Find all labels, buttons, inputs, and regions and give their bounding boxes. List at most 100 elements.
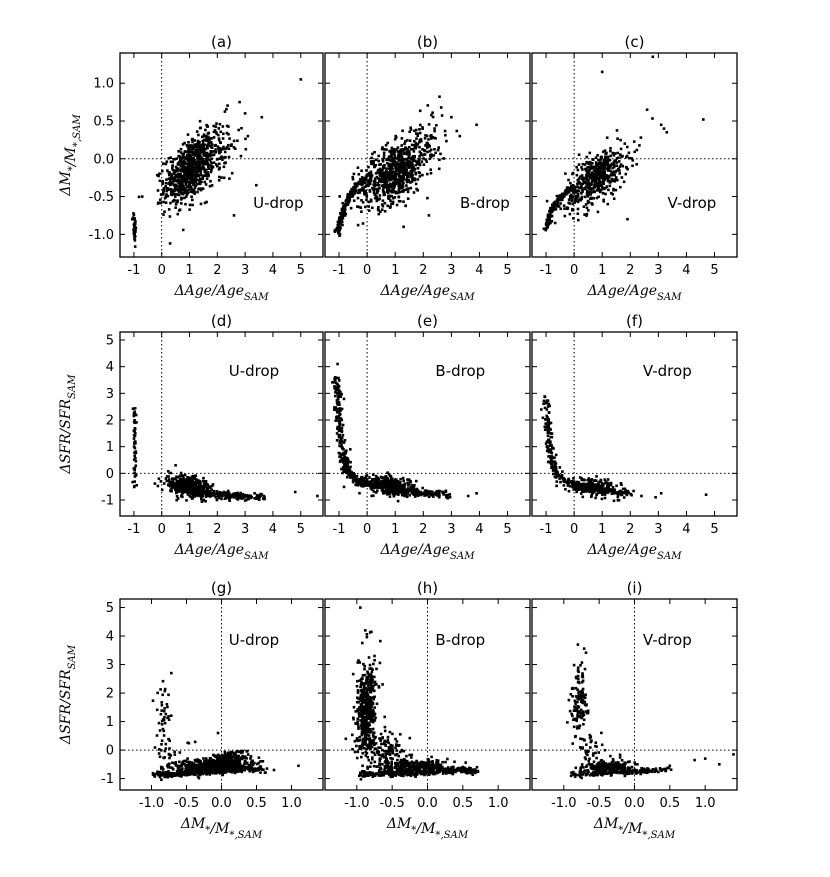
scatter-point (413, 146, 417, 150)
scatter-point (386, 174, 390, 177)
scatter-point (438, 489, 441, 493)
scatter-point (181, 474, 184, 478)
scatter-point (236, 491, 239, 495)
scatter-point (202, 161, 206, 164)
scatter-point (188, 208, 191, 211)
scatter-point (576, 200, 580, 204)
scatter-point (201, 147, 205, 150)
scatter-point (401, 476, 405, 480)
scatter-point (369, 172, 373, 175)
scatter-point (580, 166, 583, 169)
scatter-point (351, 480, 355, 484)
scatter-point (581, 176, 585, 180)
scatter-point (220, 176, 223, 179)
scatter-point (402, 151, 406, 155)
scatter-point (171, 485, 174, 488)
scatter-point (609, 147, 612, 150)
scatter-point (569, 196, 572, 199)
scatter-point (242, 494, 246, 498)
scatter-point (200, 143, 204, 147)
scatter-point (550, 464, 554, 467)
scatter-point (190, 189, 194, 193)
scatter-point (131, 407, 135, 410)
x-tick-label: 3 (447, 263, 455, 278)
scatter-point (167, 478, 171, 481)
scatter-point (361, 177, 365, 180)
scatter-point (391, 202, 395, 205)
scatter-point (602, 167, 606, 171)
scatter-point (577, 198, 581, 201)
scatter-point (583, 213, 586, 216)
scatter-point (412, 191, 416, 194)
y-tick-label: -0.5 (89, 190, 114, 205)
scatter-point (466, 494, 470, 498)
scatter-point (171, 181, 174, 184)
x-tick-label: 0 (363, 263, 371, 278)
scatter-point (390, 202, 393, 205)
scatter-point (398, 484, 402, 487)
y-axis-label: ΔM*/M*,SAM (58, 114, 83, 197)
scatter-point (381, 159, 385, 163)
scatter-point (559, 207, 562, 211)
x-axis-label: ΔAge/AgeSAM (173, 542, 269, 562)
scatter-point (373, 184, 376, 188)
scatter-point (159, 480, 163, 483)
scatter-point (191, 147, 195, 151)
scatter-point (133, 220, 137, 224)
scatter-point (217, 147, 220, 150)
scatter-point (157, 174, 160, 178)
scatter-point (133, 480, 136, 483)
scatter-point (190, 146, 194, 149)
scatter-point (206, 165, 210, 168)
scatter-point (162, 213, 165, 216)
scatter-point (213, 129, 217, 132)
scatter-point (546, 217, 550, 220)
drop-label: B-drop (435, 362, 485, 380)
scatter-point (367, 171, 371, 175)
scatter-point (335, 439, 339, 442)
scatter-point (568, 485, 572, 488)
scatter-point (665, 131, 669, 134)
scatter-point (403, 168, 407, 171)
scatter-point (216, 157, 219, 161)
scatter-point (224, 155, 227, 159)
scatter-point (202, 498, 206, 502)
scatter-point (342, 456, 345, 460)
scatter-point (182, 159, 186, 162)
scatter-point (394, 482, 397, 486)
scatter-point (609, 483, 613, 487)
scatter-point (181, 192, 184, 196)
x-tick-label: -1 (333, 522, 346, 537)
scatter-point (199, 495, 203, 498)
scatter-point (397, 159, 400, 162)
scatter-point (195, 130, 199, 133)
scatter-point (201, 139, 205, 143)
scatter-point (427, 491, 431, 495)
scatter-point (207, 142, 210, 146)
scatter-point (188, 170, 192, 174)
x-tick-label: 0 (363, 522, 371, 537)
scatter-point (198, 140, 201, 144)
scatter-point (364, 181, 367, 185)
scatter-point (396, 486, 399, 489)
scatter-point (395, 492, 398, 496)
scatter-point (410, 148, 413, 151)
scatter-point (169, 482, 173, 485)
scatter-point (338, 393, 342, 397)
scatter-point (548, 215, 551, 219)
scatter-point (374, 196, 377, 200)
scatter-point (170, 193, 174, 197)
scatter-point (411, 147, 415, 151)
scatter-point (553, 460, 557, 464)
scatter-point (431, 111, 434, 114)
x-axis-label: ΔAge/AgeSAM (586, 283, 682, 303)
scatter-point (217, 127, 221, 130)
scatter-point (580, 192, 583, 195)
scatter-point (352, 172, 356, 176)
scatter-point (402, 163, 406, 166)
scatter-point (587, 477, 591, 480)
scatter-point (397, 491, 401, 494)
scatter-point (572, 477, 575, 480)
scatter-point (416, 142, 420, 146)
scatter-point (349, 448, 352, 451)
